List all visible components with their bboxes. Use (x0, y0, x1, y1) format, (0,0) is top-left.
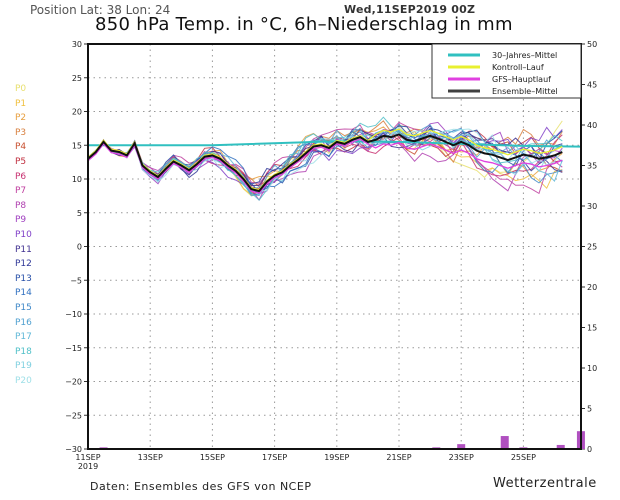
x-tick-sublabel: 2019 (78, 462, 98, 471)
y-right-tick-label: 25 (587, 243, 597, 252)
x-tick-label: 11SEP (75, 453, 100, 462)
member-label-p8: P8 (15, 200, 27, 211)
y-right-tick-label: 10 (587, 364, 597, 373)
y-left-tick-label: 10 (72, 175, 82, 184)
precip-bar (500, 436, 509, 449)
member-label-p4: P4 (15, 142, 27, 153)
y-left-tick-label: 5 (77, 209, 82, 218)
precip-bar (556, 444, 565, 449)
member-label-p5: P5 (15, 157, 27, 167)
y-right-tick-label: 5 (587, 405, 592, 414)
y-left-tick-label: −30 (65, 445, 82, 454)
y-right-tick-label: 15 (587, 324, 597, 333)
y-left-tick-label: 25 (72, 74, 82, 83)
member-label-p14: P14 (15, 288, 32, 299)
chart-title: 850 hPa Temp. in °C, 6h–Niederschlag in … (95, 14, 513, 35)
plot-frame (87, 43, 582, 450)
ensemble-mean-line (87, 133, 563, 193)
member-label-p19: P19 (15, 361, 32, 372)
y-right-tick-label: 40 (587, 121, 597, 130)
y-right-tick-label: 35 (587, 162, 597, 171)
member-label-p3: P3 (15, 127, 27, 138)
y-right-tick-label: 30 (587, 202, 597, 211)
y-left-tick-label: −5 (70, 276, 82, 285)
x-tick-label: 17SEP (262, 453, 287, 462)
y-left-tick-label: 0 (77, 243, 82, 252)
y-right-tick-label: 20 (587, 283, 597, 292)
legend-label: GFS–Hauptlauf (492, 75, 551, 84)
legend-label: Kontroll–Lauf (492, 63, 544, 72)
y-left-tick-label: −25 (65, 411, 82, 420)
y-left-tick-label: 30 (72, 40, 82, 49)
member-label-p2: P2 (15, 113, 27, 124)
member-label-p20: P20 (15, 376, 32, 386)
member-label-p6: P6 (15, 171, 27, 182)
y-left-tick-label: −20 (65, 378, 82, 387)
member-line-p20 (87, 126, 563, 192)
legend-label: 30–Jahres–Mittel (492, 51, 557, 60)
run-date: Wed,11SEP2019 00Z (344, 3, 476, 16)
member-label-p1: P1 (15, 98, 27, 109)
position-label: Position (30, 3, 77, 17)
y-left-tick-label: 15 (72, 141, 82, 150)
member-line-p18 (87, 116, 563, 201)
legend-box (431, 43, 582, 99)
x-tick-label: 21SEP (386, 453, 411, 462)
brand-label: Wetterzentrale (493, 476, 597, 491)
legend-label: Ensemble–Mittel (492, 87, 558, 96)
member-label-p17: P17 (15, 332, 32, 343)
y-left-tick-label: −10 (65, 310, 82, 319)
member-label-p16: P16 (15, 317, 32, 328)
member-label-p11: P11 (15, 244, 32, 255)
member-label-p13: P13 (15, 273, 32, 284)
data-source: Daten: Ensembles des GFS von NCEP (90, 480, 312, 493)
member-label-p0: P0 (15, 84, 27, 94)
precip-bar (457, 444, 466, 449)
x-tick-label: 23SEP (449, 453, 474, 462)
member-label-p15: P15 (15, 303, 32, 313)
member-label-p12: P12 (15, 259, 32, 270)
y-right-tick-label: 50 (587, 40, 597, 49)
member-label-p7: P7 (15, 186, 27, 197)
y-right-tick-label: 45 (587, 81, 597, 90)
lat-lon-label: Lat: 38 Lon: 24 (80, 3, 171, 17)
member-label-p18: P18 (15, 346, 32, 357)
x-tick-label: 19SEP (324, 453, 349, 462)
y-right-tick-label: 0 (587, 445, 592, 454)
y-left-tick-label: 20 (72, 108, 82, 117)
y-left-tick-label: −15 (65, 344, 82, 353)
x-tick-label: 15SEP (200, 453, 225, 462)
member-label-p9: P9 (15, 215, 27, 226)
x-tick-label: 13SEP (138, 453, 163, 462)
operational-run-line (87, 138, 563, 194)
x-tick-label: 25SEP (511, 453, 536, 462)
member-label-p10: P10 (15, 230, 32, 240)
